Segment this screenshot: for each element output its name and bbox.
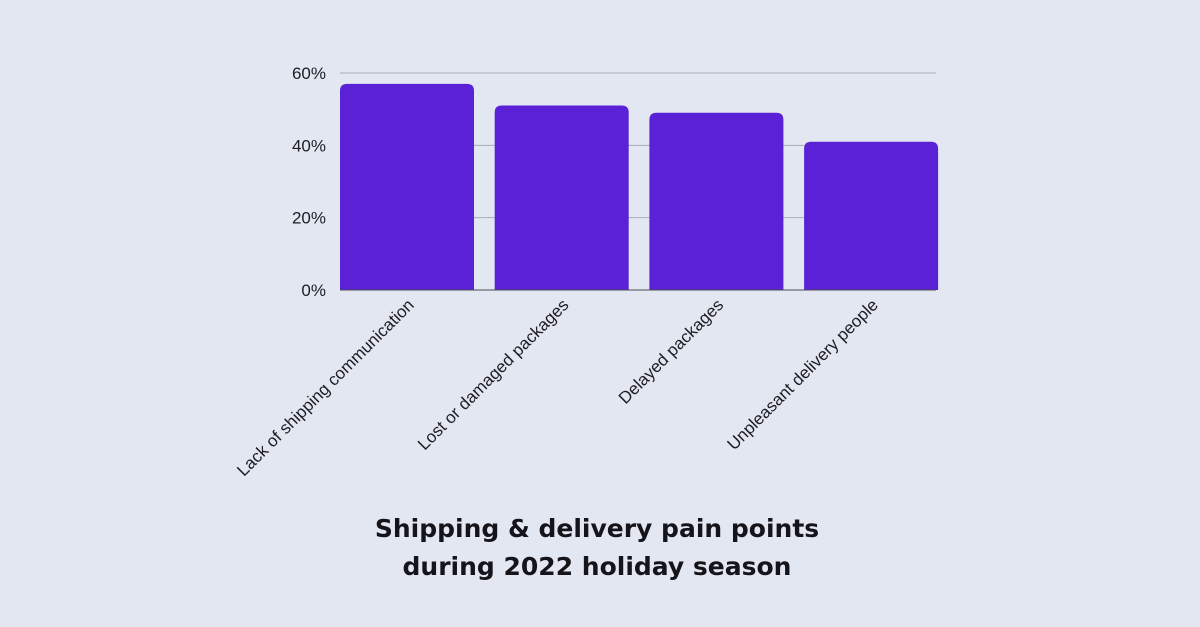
- y-axis-tick-labels: 0% 20% 40% 60%: [292, 64, 326, 300]
- y-tick-label: 60%: [292, 64, 326, 83]
- chart-title: Shipping & delivery pain points during 2…: [0, 510, 1194, 586]
- bar: [649, 112, 784, 291]
- x-category-label: Unpleasant delivery people: [723, 295, 881, 453]
- bar: [494, 105, 629, 290]
- bars: [340, 83, 939, 291]
- x-category-label: Delayed packages: [615, 295, 727, 407]
- y-tick-label: 0%: [301, 281, 326, 300]
- chart-title-line-2: during 2022 holiday season: [402, 552, 792, 581]
- y-tick-label: 40%: [292, 136, 326, 155]
- x-category-label: Lost or damaged packages: [414, 295, 572, 453]
- chart-title-line-1: Shipping & delivery pain points: [374, 514, 820, 543]
- bar: [804, 141, 939, 290]
- bar: [340, 83, 474, 290]
- y-tick-label: 20%: [292, 209, 326, 228]
- x-category-label: Lack of shipping communication: [233, 295, 417, 479]
